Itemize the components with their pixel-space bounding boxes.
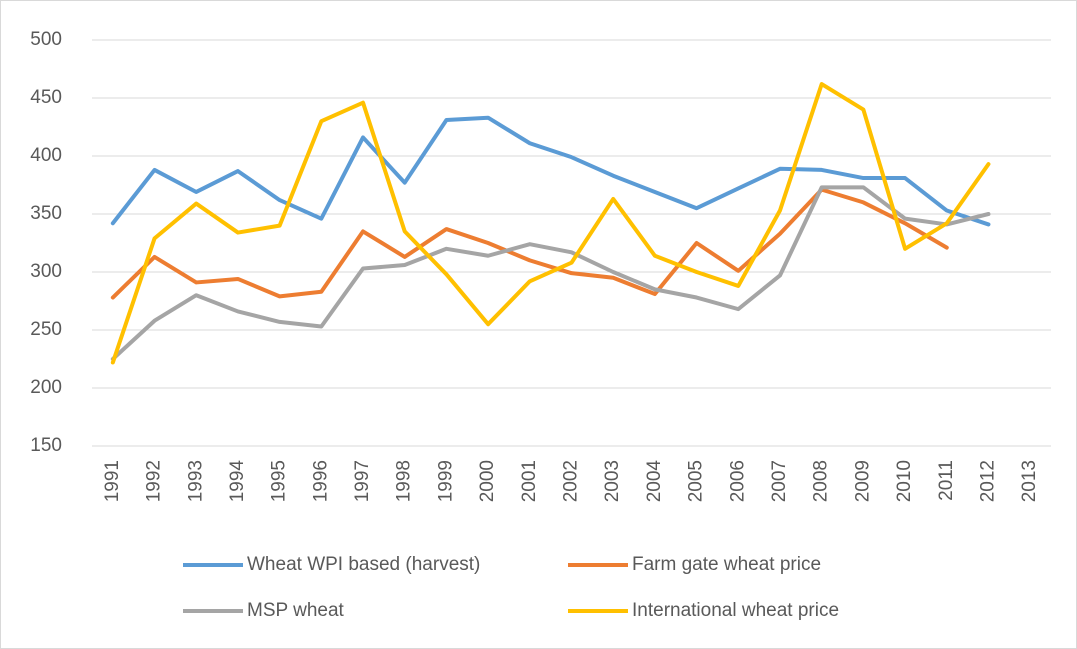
x-tick-label: 1995 [269,460,290,502]
y-tick-label: 450 [30,87,62,108]
x-tick-label: 1993 [185,460,206,502]
y-tick-label: 350 [30,203,62,224]
y-tick-label: 250 [30,319,62,340]
y-tick-label: 300 [30,261,62,282]
x-tick-label: 2001 [519,460,540,502]
x-tick-label: 2005 [686,460,707,502]
x-tick-label: 1999 [435,460,456,502]
y-tick-label: 400 [30,145,62,166]
x-tick-label: 2007 [769,460,790,502]
x-tick-label: 2002 [561,460,582,502]
series-line [110,185,991,361]
x-tick-label: 2000 [477,460,498,502]
x-tick-label: 2003 [602,460,623,502]
y-tick-label: 500 [30,29,62,50]
x-tick-label: 2010 [894,460,915,502]
x-tick-label: 2011 [936,460,957,501]
series-line [110,187,949,300]
y-tick-label: 200 [30,377,62,398]
y-tick-label: 150 [30,435,62,456]
x-tick-label: 2006 [727,460,748,502]
legend-label: MSP wheat [247,600,345,621]
legend-label: Wheat WPI based (harvest) [247,554,480,575]
x-tick-label: 2012 [977,460,998,502]
x-tick-label: 1998 [394,460,415,502]
x-tick-label: 2004 [644,460,665,503]
x-tick-label: 2008 [811,460,832,502]
x-tick-label: 1996 [310,460,331,502]
legend-label: Farm gate wheat price [632,554,821,575]
series-line [110,82,991,365]
x-tick-label: 1994 [227,460,248,503]
series-line [110,115,991,227]
legend-label: International wheat price [632,600,839,621]
x-tick-label: 1997 [352,460,373,502]
x-tick-label: 1991 [102,460,123,502]
x-tick-label: 2013 [1019,460,1040,502]
x-tick-label: 2009 [852,460,873,502]
x-tick-label: 1992 [144,460,165,502]
